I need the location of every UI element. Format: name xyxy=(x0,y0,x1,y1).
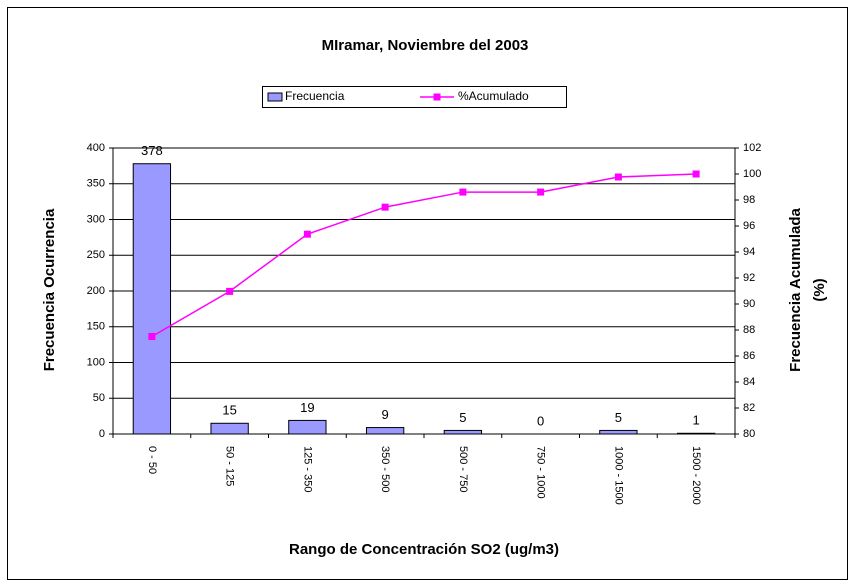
legend-label: %Acumulado xyxy=(458,89,529,103)
y2-tick-label: 92 xyxy=(743,272,755,284)
legend-box xyxy=(262,86,567,108)
data-label: 0 xyxy=(537,413,544,428)
y2-tick-label: 102 xyxy=(743,142,761,154)
data-label: 15 xyxy=(222,403,236,418)
legend-label: Frecuencia xyxy=(285,89,345,103)
bar xyxy=(676,432,716,435)
y-tick-label: 150 xyxy=(87,321,105,333)
data-label: 19 xyxy=(300,400,314,415)
data-label: 1 xyxy=(693,413,700,428)
marker xyxy=(614,173,622,181)
x-axis-title: Rango de Concentración SO2 (ug/m3) xyxy=(289,541,559,558)
y2-tick-label: 96 xyxy=(743,220,755,232)
x-tick-label: 125 - 350 xyxy=(301,446,313,492)
y2-tick-label: 98 xyxy=(743,194,755,206)
x-tick-label: 350 - 500 xyxy=(379,446,391,492)
bar xyxy=(288,419,327,435)
y2-tick-label: 80 xyxy=(743,428,755,440)
bar xyxy=(132,163,172,435)
y2-axis-title: Frecuencia Acumulada xyxy=(787,208,804,372)
x-tick-label: 750 - 1000 xyxy=(535,446,547,499)
y2-tick-label: 88 xyxy=(743,324,755,336)
y-axis-title: Frecuencia Ocurrencia xyxy=(41,208,58,371)
y-tick-label: 100 xyxy=(87,356,105,368)
data-label: 9 xyxy=(382,407,389,422)
y-tick-label: 300 xyxy=(87,213,105,225)
y2-tick-label: 84 xyxy=(743,376,755,388)
bar xyxy=(210,422,249,435)
marker xyxy=(148,333,156,340)
x-tick-label: 1500 - 2000 xyxy=(690,446,702,505)
bar xyxy=(599,429,638,435)
data-label: 378 xyxy=(141,143,163,158)
marker xyxy=(226,287,234,295)
marker xyxy=(537,188,545,196)
y2-tick-label: 94 xyxy=(743,246,755,258)
y-tick-label: 250 xyxy=(87,249,105,261)
x-tick-label: 500 - 750 xyxy=(457,446,469,492)
y-tick-label: 400 xyxy=(87,142,105,154)
data-label: 5 xyxy=(459,410,466,425)
y-tick-label: 0 xyxy=(99,428,105,440)
y2-tick-label: 86 xyxy=(743,350,755,362)
x-tick-label: 1000 - 1500 xyxy=(612,446,624,505)
legend-swatch xyxy=(267,92,283,102)
y-tick-label: 200 xyxy=(87,285,105,297)
x-tick-label: 0 - 50 xyxy=(146,446,158,474)
y-tick-label: 50 xyxy=(93,392,105,404)
chart-title: MIramar, Noviembre del 2003 xyxy=(322,37,529,54)
legend-swatch xyxy=(433,93,441,101)
y2-tick-label: 100 xyxy=(743,168,761,180)
y2-tick-label: 82 xyxy=(743,402,755,414)
marker xyxy=(303,230,311,238)
line xyxy=(151,173,697,338)
marker xyxy=(381,203,389,211)
marker xyxy=(459,188,467,196)
x-tick-label: 50 - 125 xyxy=(224,446,236,486)
bar xyxy=(443,429,483,435)
data-label: 5 xyxy=(615,410,622,425)
marker xyxy=(692,170,700,178)
y2-axis-title: (%) xyxy=(811,278,828,301)
y2-tick-label: 90 xyxy=(743,298,755,310)
bar xyxy=(365,427,405,435)
y-tick-label: 350 xyxy=(87,178,105,190)
